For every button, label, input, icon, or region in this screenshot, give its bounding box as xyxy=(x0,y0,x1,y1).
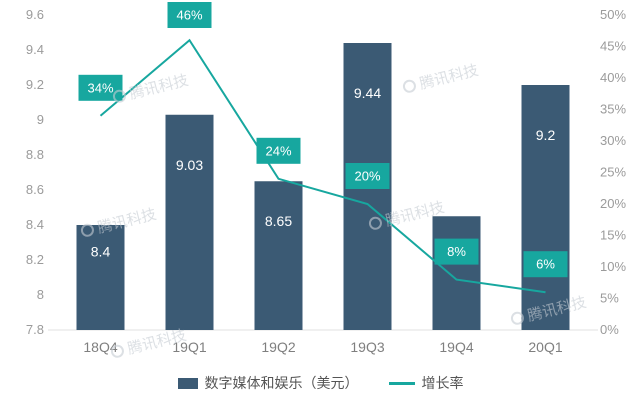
left-axis-tick: 8.8 xyxy=(26,147,44,162)
right-axis-tick: 45% xyxy=(600,39,626,54)
right-axis-tick: 35% xyxy=(600,102,626,117)
bar-value-label: 9.44 xyxy=(354,85,381,101)
left-axis-tick: 9.2 xyxy=(26,77,44,92)
left-axis-tick: 8.2 xyxy=(26,252,44,267)
legend-item-bars: 数字媒体和娱乐（美元） xyxy=(177,373,359,393)
line-value-label: 6% xyxy=(536,257,555,272)
left-axis-tick: 9.6 xyxy=(26,7,44,22)
right-axis-tick: 25% xyxy=(600,165,626,180)
x-axis-label: 19Q2 xyxy=(261,339,295,355)
right-axis-tick: 15% xyxy=(600,228,626,243)
x-axis-label: 20Q1 xyxy=(528,339,562,355)
left-axis-tick: 7.8 xyxy=(26,322,44,337)
right-axis-tick: 30% xyxy=(600,133,626,148)
legend-label-line: 增长率 xyxy=(421,375,464,391)
bar xyxy=(254,181,303,330)
left-axis-tick: 8.6 xyxy=(26,182,44,197)
line-value-label: 8% xyxy=(447,244,466,259)
line-series-swatch-icon xyxy=(388,381,415,385)
line-value-box xyxy=(523,251,568,278)
chart-legend: 数字媒体和娱乐（美元） 增长率 xyxy=(0,373,641,393)
right-axis-tick: 0% xyxy=(600,322,619,337)
x-axis-label: 19Q4 xyxy=(439,339,473,355)
line-value-label: 24% xyxy=(265,143,291,158)
line-value-label: 20% xyxy=(354,169,380,184)
x-axis-label: 19Q3 xyxy=(350,339,384,355)
bar xyxy=(76,225,125,330)
line-value-box xyxy=(345,163,390,189)
left-axis-tick: 8 xyxy=(37,287,44,302)
right-axis-tick: 5% xyxy=(600,291,619,306)
bar-value-label: 9.03 xyxy=(176,157,203,173)
x-axis-label: 18Q4 xyxy=(83,339,117,355)
right-axis-tick: 20% xyxy=(600,196,626,211)
combo-chart: 7.8 8 8.2 8.4 8.6 8.8 9 9.2 9.4 9.6 0% 5% 10% 15% 20% 2… xyxy=(26,2,626,355)
right-axis-tick: 10% xyxy=(600,259,626,274)
legend-label-bars: 数字媒体和娱乐（美元） xyxy=(204,375,359,391)
line-value-label: 34% xyxy=(87,80,113,95)
bar-value-label: 8.4 xyxy=(91,244,111,260)
bar xyxy=(521,85,570,330)
left-axis-tick: 9 xyxy=(37,112,44,127)
bar-series-swatch-icon xyxy=(177,377,198,389)
left-axis-tick: 8.4 xyxy=(26,217,44,232)
right-axis-tick: 40% xyxy=(600,70,626,85)
line-value-label: 46% xyxy=(176,8,202,23)
legend-item-line: 增长率 xyxy=(388,373,464,393)
x-axis-label: 19Q1 xyxy=(172,339,206,355)
line-value-box xyxy=(434,238,479,265)
right-axis-tick: 50% xyxy=(600,7,626,22)
bar-value-label: 9.2 xyxy=(536,127,556,143)
line-value-box xyxy=(78,74,123,101)
line-value-box xyxy=(256,137,301,164)
bar xyxy=(432,216,481,330)
bar xyxy=(165,114,214,330)
left-axis-tick: 9.4 xyxy=(26,42,44,57)
growth-line xyxy=(99,38,546,294)
bar-value-label: 8.65 xyxy=(265,213,292,229)
line-value-box xyxy=(167,2,212,28)
